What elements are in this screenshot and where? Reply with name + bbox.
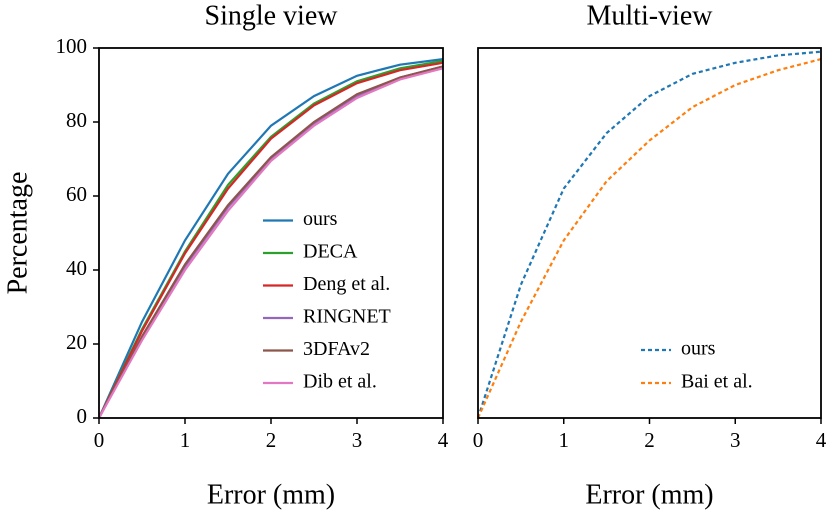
x-tick-label: 1 (559, 428, 570, 452)
legend-label: ours (681, 338, 716, 360)
line-series (98, 65, 444, 419)
x-tick-label: 0 (94, 428, 105, 452)
x-tick-label: 4 (438, 428, 449, 452)
x-tick-label: 2 (266, 428, 277, 452)
legend-label: RINGNET (303, 306, 391, 328)
line-series (98, 59, 444, 419)
line-series (98, 61, 444, 419)
axes-frame (98, 47, 444, 419)
y-tick-label: 0 (77, 404, 88, 428)
legend-label: ours (303, 208, 338, 230)
chart-title: Single view (205, 0, 339, 31)
y-tick-label: 60 (66, 182, 87, 206)
chart-title: Multi-view (587, 0, 714, 31)
legend-label: Dib et al. (303, 371, 377, 393)
y-axis-label: Percentage (2, 172, 33, 295)
x-tick-label: 3 (352, 428, 363, 452)
x-tick-label: 1 (180, 428, 191, 452)
line-series (476, 50, 822, 419)
x-tick-label: 0 (473, 428, 484, 452)
legend: ours Bai et al. (641, 338, 753, 393)
legend-label: Deng et al. (303, 273, 390, 295)
legend-label: 3DFAv2 (303, 338, 370, 360)
x-tick-label: 2 (644, 428, 655, 452)
y-tick-label: 100 (56, 34, 88, 58)
line-series (476, 58, 822, 419)
x-tick-label: 4 (816, 428, 827, 452)
line-series (98, 67, 444, 419)
line-series (98, 65, 444, 419)
legend: ours DECA Deng et al. RINGNET 3DFAv2 Dib et a… (263, 208, 391, 393)
legend-label: Bai et al. (681, 371, 753, 393)
x-axis-label: Error (mm) (585, 479, 713, 510)
line-series (97, 58, 444, 419)
x-tick-label: 3 (730, 428, 741, 452)
axes-frame (477, 47, 822, 419)
y-tick-label: 20 (66, 330, 87, 354)
legend-label: DECA (303, 241, 358, 263)
y-tick-label: 80 (66, 108, 87, 132)
y-tick-label: 40 (66, 256, 87, 280)
x-axis-label: Error (mm) (207, 479, 335, 510)
